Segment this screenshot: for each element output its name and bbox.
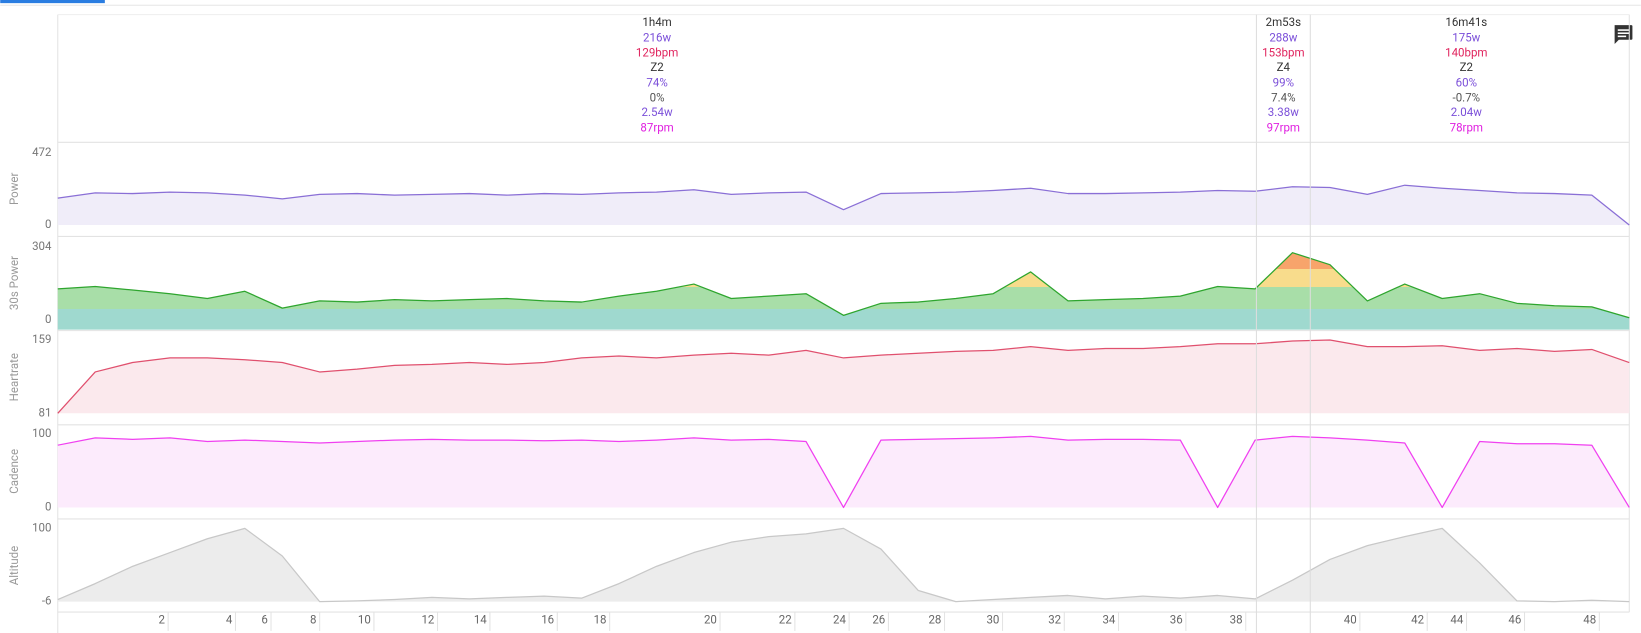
interval-stat: 129bpm	[636, 45, 678, 59]
x-tick-label: 10	[358, 612, 371, 626]
interval-stat: 2m53s	[1266, 15, 1301, 29]
x-tick-label: 20	[704, 612, 717, 626]
x-tick-label: 42	[1411, 612, 1424, 626]
interval-stat: 2.04w	[1451, 105, 1482, 119]
series-line	[57, 435, 1630, 509]
panel-title: Cadence	[7, 449, 21, 494]
interval-stat: 140bpm	[1445, 45, 1487, 59]
x-tick-label: 34	[1102, 612, 1115, 626]
interval-stat: 0%	[650, 90, 665, 104]
active-tab-indicator	[0, 0, 105, 4]
comment-button[interactable]	[1614, 25, 1633, 44]
panel-title: Power	[7, 173, 21, 205]
y-tick-label: 81	[39, 405, 52, 419]
series-line	[57, 252, 1630, 319]
interval-stat: 2.54w	[642, 105, 673, 119]
panel-title: 30s Power	[7, 256, 21, 310]
interval-stat: 74%	[646, 76, 667, 90]
series-line	[57, 339, 1630, 414]
x-tick-label: 18	[594, 612, 607, 626]
y-tick-label: 0	[45, 312, 51, 326]
interval-stat: 60%	[1456, 76, 1477, 90]
x-tick-label: 28	[928, 612, 941, 626]
interval-stat: 16m41s	[1445, 15, 1487, 29]
interval-stat: 216w	[643, 31, 671, 45]
interval-stat: 99%	[1273, 76, 1294, 90]
interval-stat: 288w	[1269, 31, 1297, 45]
interval-stat: 97rpm	[1267, 121, 1300, 135]
interval-stat: 87rpm	[640, 121, 673, 135]
y-tick-label: 100	[32, 520, 51, 534]
x-tick-label: 46	[1508, 612, 1521, 626]
x-tick-label: 12	[421, 612, 434, 626]
x-tick-label: 48	[1583, 612, 1596, 626]
y-tick-label: 0	[45, 217, 51, 231]
x-tick-label: 36	[1170, 612, 1183, 626]
x-tick-label: 16	[541, 612, 554, 626]
y-tick-label: 0	[45, 499, 51, 513]
x-tick-label: 26	[872, 612, 885, 626]
series-area	[57, 528, 1630, 602]
y-tick-label: 304	[32, 239, 52, 253]
series-line	[57, 184, 1630, 226]
interval-stat: 153bpm	[1262, 45, 1304, 59]
series-line	[57, 527, 1630, 603]
y-tick-label: 472	[32, 145, 52, 159]
x-tick-label: 4	[226, 612, 233, 626]
x-tick-label: 44	[1450, 612, 1463, 626]
series-area	[57, 252, 1630, 330]
comment-icon-line	[1617, 35, 1627, 38]
interval-stat: 3.38w	[1268, 105, 1299, 119]
interval-stat: 7.4%	[1271, 90, 1295, 104]
series-area	[57, 185, 1630, 225]
interval-stat: Z4	[1277, 60, 1291, 74]
comment-icon-line	[1617, 32, 1630, 35]
series-area	[57, 340, 1630, 414]
x-tick-label: 8	[310, 612, 316, 626]
panel-title: Altitude	[7, 546, 21, 586]
y-tick-label: 100	[32, 426, 51, 440]
comment-icon-line	[1617, 29, 1630, 31]
x-tick-label: 40	[1344, 612, 1357, 626]
x-tick-label: 30	[986, 612, 999, 626]
interval-stat: Z2	[1460, 60, 1474, 74]
interval-stat: 175w	[1452, 31, 1480, 45]
x-tick-label: 24	[833, 612, 846, 626]
y-tick-label: -6	[42, 594, 52, 608]
panel-title: Heartrate	[7, 353, 21, 401]
y-tick-label: 159	[32, 332, 51, 346]
interval-stat: 78rpm	[1450, 121, 1483, 135]
x-tick-label: 38	[1230, 612, 1243, 626]
x-tick-label: 32	[1048, 612, 1061, 626]
x-tick-label: 6	[261, 612, 267, 626]
interval-stat: Z2	[650, 60, 664, 74]
x-tick-label: 14	[474, 612, 487, 626]
interval-stat: 1h4m	[642, 15, 671, 29]
x-tick-label: 2	[159, 612, 166, 626]
x-tick-label: 22	[779, 612, 792, 626]
interval-stat: -0.7%	[1453, 90, 1481, 104]
series-area	[57, 436, 1630, 508]
